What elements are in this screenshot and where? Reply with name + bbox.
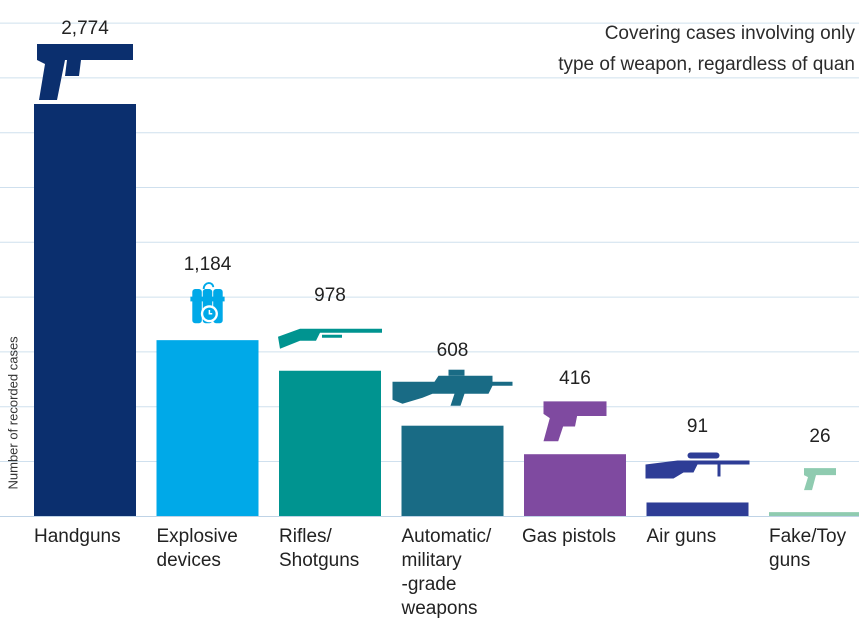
- gas-pistol-icon: [543, 401, 607, 442]
- category-label: Gas pistols: [522, 526, 616, 547]
- value-label: 26: [809, 426, 831, 448]
- chart-note-line-1: Covering cases involving only: [604, 23, 855, 44]
- value-label: 2,774: [61, 18, 109, 39]
- category-label: Handguns: [34, 526, 121, 547]
- bar-5: [524, 454, 626, 516]
- category-label: Fake/Toy guns: [769, 526, 847, 571]
- bar-7: [769, 512, 859, 516]
- category-label: Rifles/ Shotguns: [279, 526, 360, 571]
- category-label: Explosive devices: [156, 526, 238, 571]
- value-label: 1,184: [183, 254, 232, 276]
- bar-3: [279, 370, 381, 516]
- value-label: 91: [686, 416, 709, 438]
- chart-note-line-2: type of weapon, regardless of quan: [558, 54, 855, 75]
- bar-icons: [37, 44, 836, 491]
- bar-2: [156, 340, 259, 516]
- handgun-icon: [37, 44, 133, 100]
- air-gun-icon: [645, 452, 750, 479]
- category-label: Air guns: [646, 526, 717, 547]
- bar-4: [401, 425, 504, 516]
- bar-6: [646, 502, 749, 516]
- automatic-weapon-icon: [392, 369, 513, 406]
- rifle-icon: [278, 328, 382, 349]
- value-label: 416: [559, 368, 591, 390]
- bars: [34, 104, 859, 516]
- toy-gun-icon: [804, 468, 836, 491]
- bar-1: [34, 104, 136, 516]
- value-label: 978: [314, 284, 346, 306]
- category-label: Automatic/ military -grade weapons: [401, 526, 492, 619]
- y-axis-label: Number of recorded cases: [5, 336, 21, 490]
- value-label: 608: [436, 339, 469, 361]
- chart-note: Covering cases involving only type of we…: [558, 18, 855, 80]
- gridlines: [0, 22, 859, 462]
- explosive-device-icon: [190, 282, 225, 324]
